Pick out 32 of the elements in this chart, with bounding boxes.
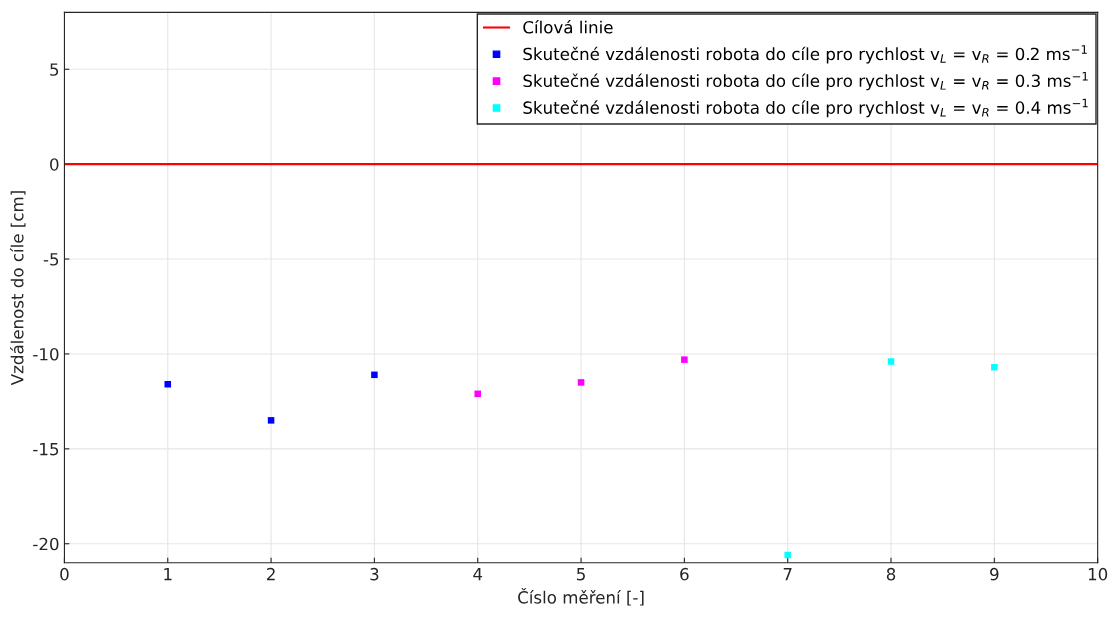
x-tick-label: 1 [164,568,172,581]
x-tick-label: 0 [60,567,69,581]
x-tick-label: 2 [267,567,275,581]
x-tick-label: 3 [370,567,379,581]
y-tick-label: -10 [33,347,59,361]
x-tick-label: 6 [680,567,689,581]
point [887,358,895,365]
y-tick-label: 0 [50,158,59,171]
legend-label: Cílová linie [523,20,613,34]
y-tick-label: -5 [43,253,59,266]
point [164,381,172,388]
y-tick-label: -20 [33,537,59,551]
x-tick-label: 4 [473,568,483,581]
legend-label: Skutečné vzdálenosti robota do cíle pro rychlost v$_{L}$ = v$_{R}$ = 0.2 ms$^{−1}$ [523,45,1087,64]
point [784,551,791,559]
x-tick-label: 9 [990,567,999,581]
x-tick-label: 7 [783,568,792,581]
y-axis-title: Vzdálenost do cíle [cm] [10,191,26,386]
point [267,417,275,424]
legend-label: Skutečné vzdálenosti robota do cíle pro rychlost v$_{L}$ = v$_{R}$ = 0.4 ms$^{−1}$ [523,98,1088,118]
y-tick-label: -15 [33,443,59,456]
x-axis-title: Číslo měření [-] [518,587,644,606]
y-tick-label: 5 [50,63,59,76]
point [474,390,481,398]
point [991,363,998,371]
point [577,379,585,386]
legend-label: Skutečné vzdálenosti robota do cíle pro rychlost v$_{L}$ = v$_{R}$ = 0.3 ms$^{−1}$ [523,71,1088,91]
x-tick-label: 5 [577,568,585,581]
x-tick-label: 8 [886,567,896,581]
x-tick-label: 10 [1088,567,1108,581]
point [681,356,688,363]
point [371,371,378,379]
